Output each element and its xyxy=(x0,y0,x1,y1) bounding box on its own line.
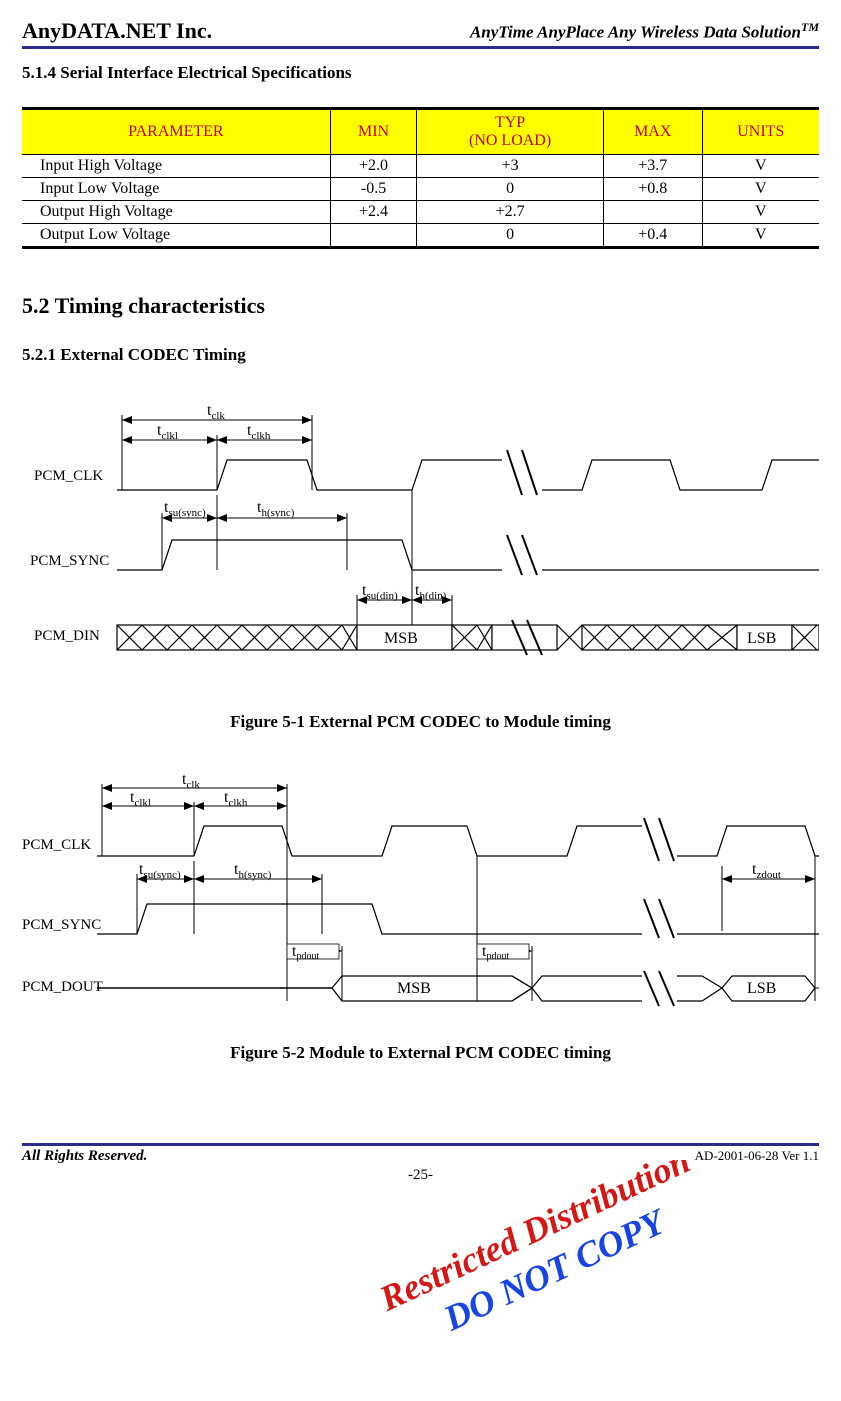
svg-text:DO NOT COPY: DO NOT COPY xyxy=(437,1200,673,1339)
t-hsync: th(sync) xyxy=(257,499,295,519)
figure-5-1: PCM_CLK PCM_SYNC PCM_DIN tclk tclkl tclk… xyxy=(22,395,819,690)
table-cell: Output Low Voltage xyxy=(22,224,330,248)
t-clkh: tclkh xyxy=(247,422,271,442)
footer-right: AD-2001-06-28 Ver 1.1 xyxy=(695,1148,819,1165)
figure-5-1-caption: Figure 5-1 External PCM CODEC to Module … xyxy=(22,712,819,732)
table-cell xyxy=(603,201,702,224)
section-5-2-1-title: 5.2.1 External CODEC Timing xyxy=(22,345,819,365)
watermark: Restricted Distribution DO NOT COPY xyxy=(380,1160,800,1340)
din-lsb: LSB xyxy=(747,630,776,647)
header-right-sup: TM xyxy=(801,20,819,34)
sig-pcm-sync: PCM_SYNC xyxy=(30,553,109,569)
t-zdout: tzdout xyxy=(752,861,781,881)
table-cell: Output High Voltage xyxy=(22,201,330,224)
table-cell: +2.4 xyxy=(330,201,416,224)
page-number: -25- xyxy=(22,1167,819,1184)
t-sudin: tsu(din) xyxy=(362,582,398,602)
table-cell: +3 xyxy=(417,155,604,178)
figure-5-2-caption: Figure 5-2 Module to External PCM CODEC … xyxy=(22,1043,819,1063)
din-msb: MSB xyxy=(384,630,418,647)
header-left: AnyDATA.NET Inc. xyxy=(22,18,212,44)
t-clk: tclk xyxy=(207,402,225,422)
table-cell: 0 xyxy=(417,224,604,248)
section-5-1-4-title: 5.1.4 Serial Interface Electrical Specif… xyxy=(22,63,819,83)
t-hsync2: th(sync) xyxy=(234,861,272,881)
footer-rule xyxy=(22,1143,819,1146)
table-cell: +0.4 xyxy=(603,224,702,248)
table-row: Input High Voltage+2.0+3+3.7V xyxy=(22,155,819,178)
figure-5-2: PCM_CLK PCM_SYNC PCM_DOUT tclk tclkl tcl… xyxy=(22,766,819,1021)
header-rule xyxy=(22,46,819,49)
dout-msb: MSB xyxy=(397,980,431,997)
t-clkh2: tclkh xyxy=(224,789,248,809)
dout-lsb: LSB xyxy=(747,980,776,997)
section-5-2-title: 5.2 Timing characteristics xyxy=(22,293,819,319)
table-cell: +0.8 xyxy=(603,178,702,201)
table-cell: -0.5 xyxy=(330,178,416,201)
table-cell: Input High Voltage xyxy=(22,155,330,178)
th-min: MIN xyxy=(330,109,416,155)
t-hdin: th(din) xyxy=(415,582,447,602)
table-row: Input Low Voltage-0.50+0.8V xyxy=(22,178,819,201)
table-cell: Input Low Voltage xyxy=(22,178,330,201)
table-cell: V xyxy=(702,178,819,201)
table-cell: V xyxy=(702,155,819,178)
sig-pcm-dout: PCM_DOUT xyxy=(22,979,103,995)
header-right-text: AnyTime AnyPlace Any Wireless Data Solut… xyxy=(470,23,801,42)
table-cell xyxy=(330,224,416,248)
header-right: AnyTime AnyPlace Any Wireless Data Solut… xyxy=(470,20,819,43)
th-parameter: PARAMETER xyxy=(22,109,330,155)
sig-pcm-clk: PCM_CLK xyxy=(34,468,103,484)
sig-pcm-clk2: PCM_CLK xyxy=(22,837,91,853)
sig-pcm-sync2: PCM_SYNC xyxy=(22,917,101,933)
th-typ: TYP(NO LOAD) xyxy=(417,109,604,155)
table-cell: +2.0 xyxy=(330,155,416,178)
table-row: Output Low Voltage 0+0.4V xyxy=(22,224,819,248)
spec-table: PARAMETER MIN TYP(NO LOAD) MAX UNITS Inp… xyxy=(22,107,819,249)
th-units: UNITS xyxy=(702,109,819,155)
t-susync: tsu(sync) xyxy=(164,499,206,519)
table-row: Output High Voltage+2.4+2.7 V xyxy=(22,201,819,224)
t-susync2: tsu(sync) xyxy=(139,861,181,881)
table-cell: +3.7 xyxy=(603,155,702,178)
footer-left: All Rights Reserved. xyxy=(22,1148,147,1165)
table-cell: V xyxy=(702,224,819,248)
table-cell: 0 xyxy=(417,178,604,201)
th-max: MAX xyxy=(603,109,702,155)
table-cell: V xyxy=(702,201,819,224)
sig-pcm-din: PCM_DIN xyxy=(34,628,100,644)
table-cell: +2.7 xyxy=(417,201,604,224)
t-clkl: tclkl xyxy=(157,422,178,442)
